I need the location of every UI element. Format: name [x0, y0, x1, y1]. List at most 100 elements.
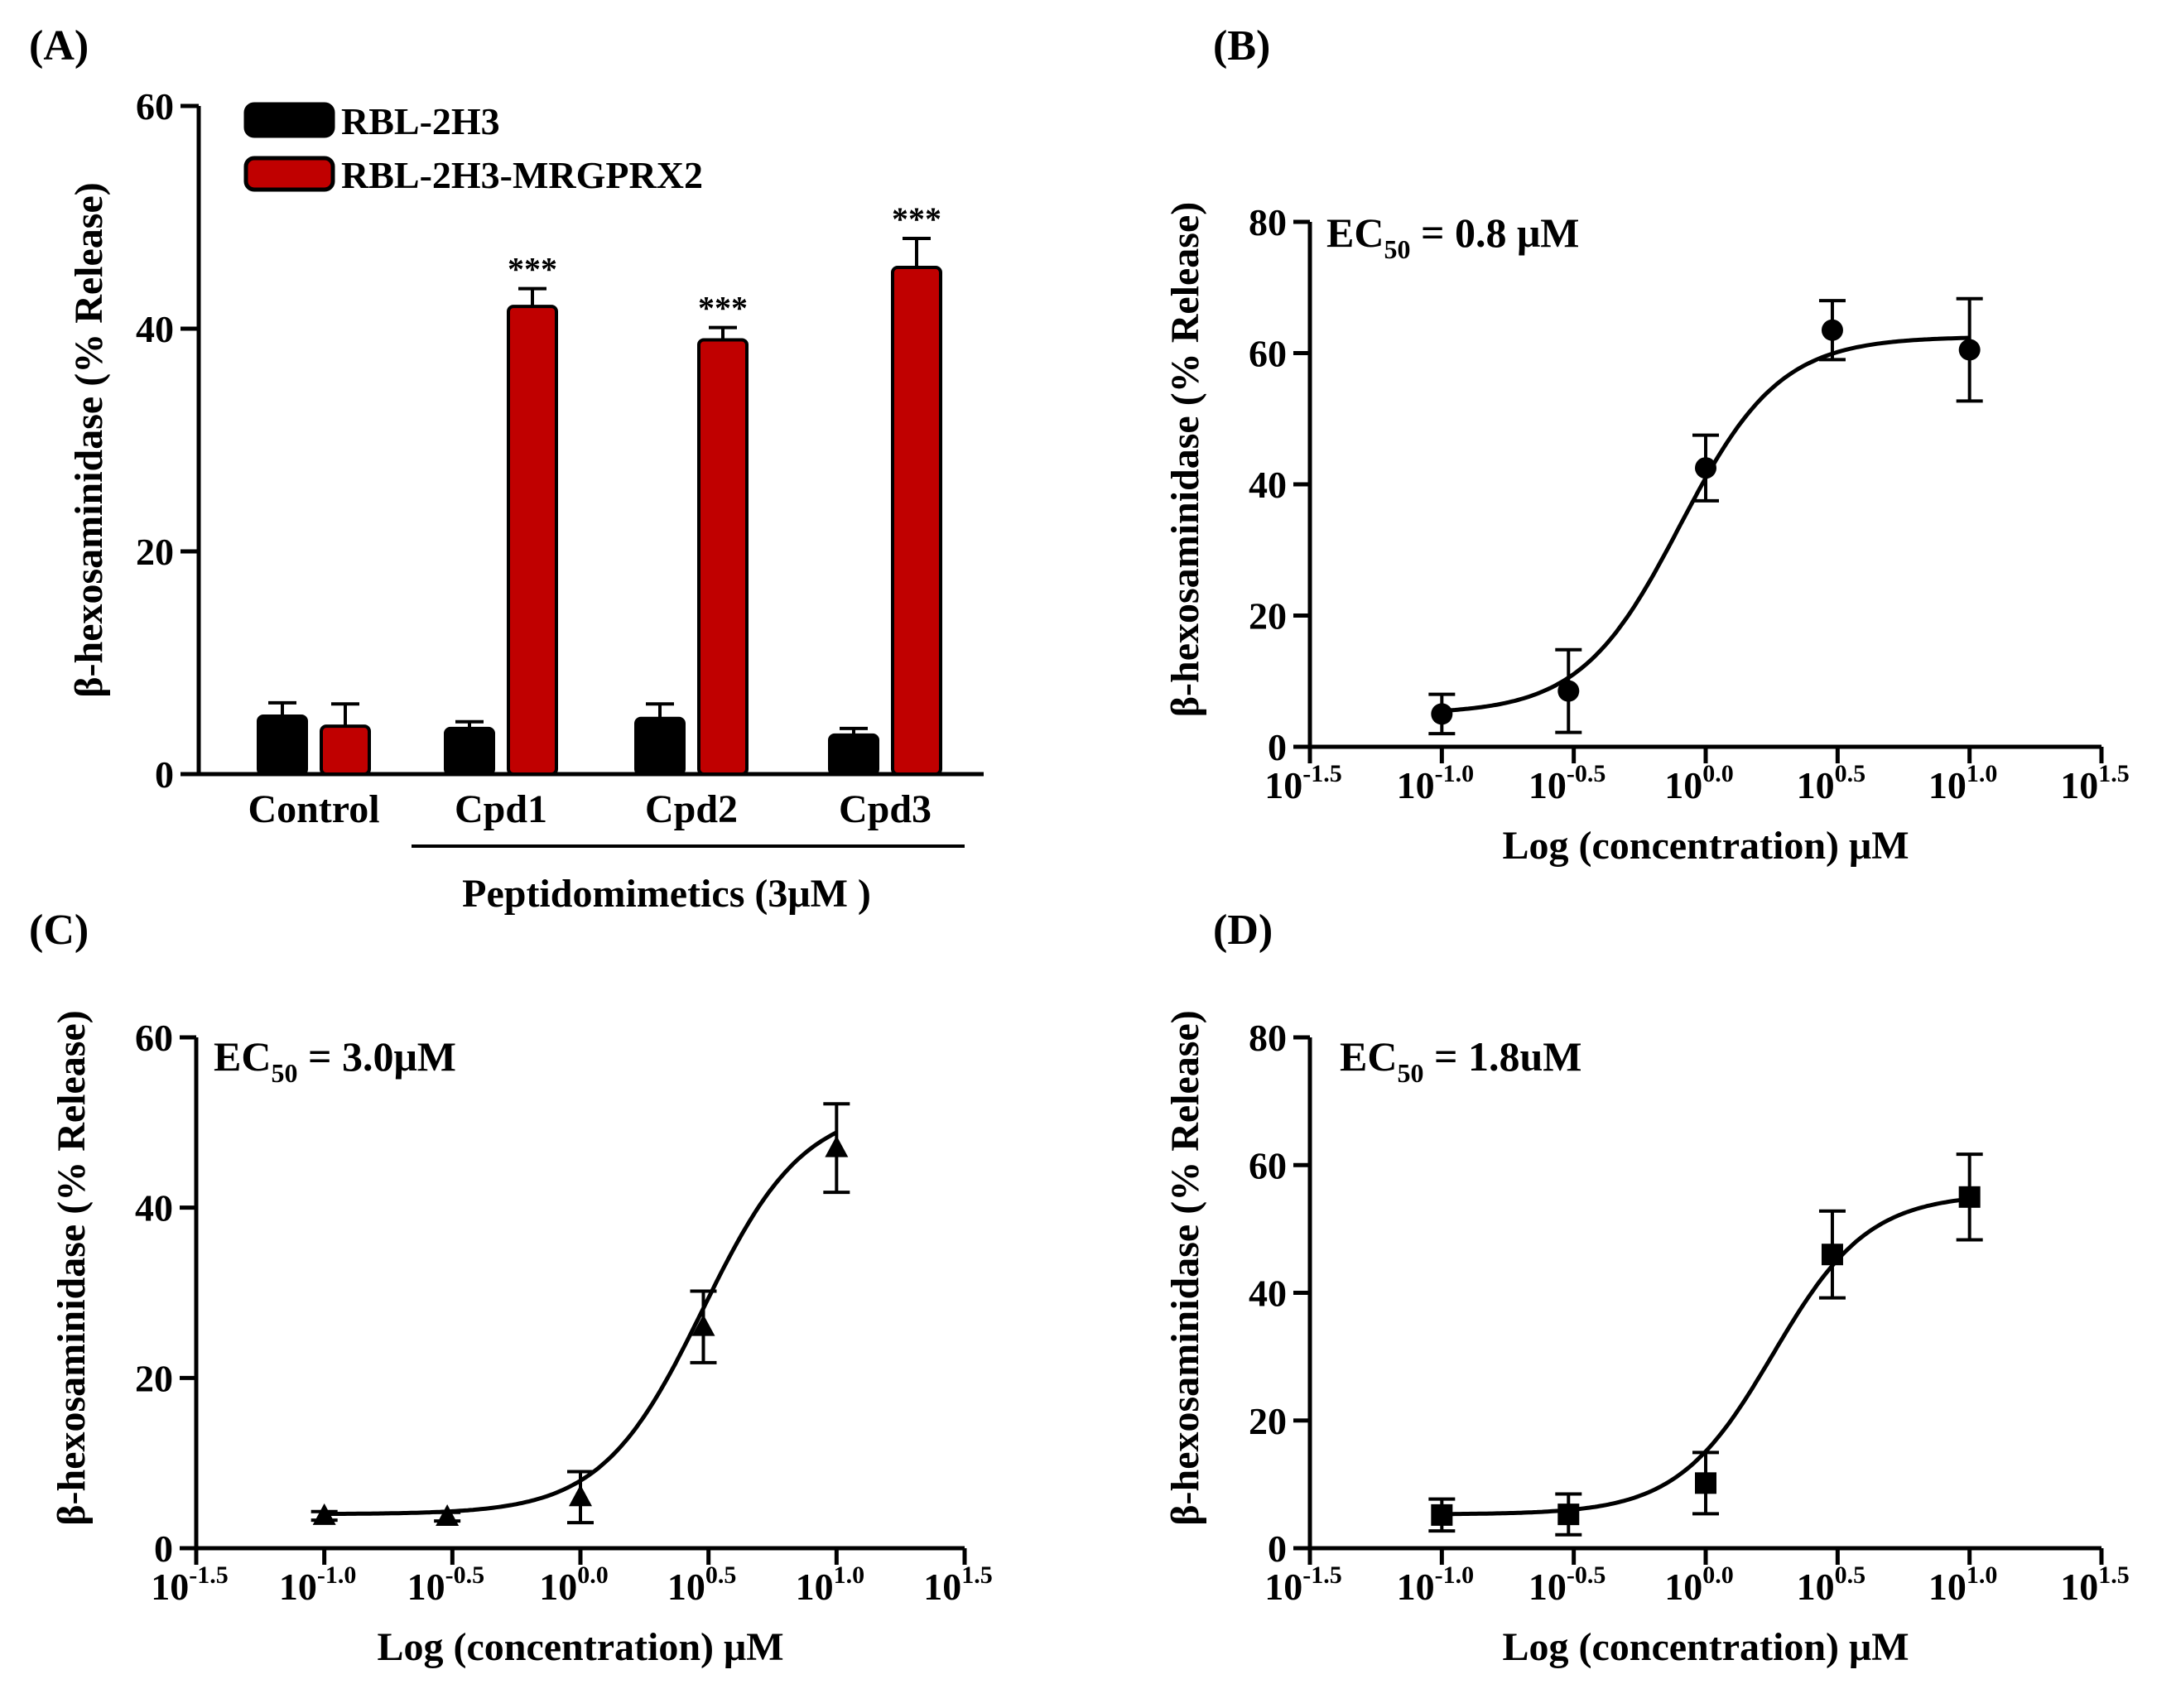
ec50-prefix: EC — [1340, 1033, 1397, 1080]
x-tick-label: 100.5 — [667, 1561, 737, 1608]
x-tick-exponent: -1.5 — [189, 1561, 229, 1589]
x-tick-base: 10 — [2060, 764, 2098, 806]
legend-swatch — [243, 156, 335, 192]
x-axis-title: Peptidomimetics (3μM ) — [462, 872, 871, 916]
x-tick-base: 10 — [1797, 764, 1835, 806]
x-tick-exponent: 1.5 — [2098, 1561, 2130, 1589]
ec50-value: = 3.0μM — [297, 1033, 456, 1080]
x-tick-exponent: 1.0 — [1967, 1561, 1998, 1589]
bar — [891, 266, 942, 776]
bar — [634, 716, 686, 776]
x-tick-base: 10 — [407, 1566, 445, 1608]
data-point — [1557, 680, 1580, 702]
significance-stars: *** — [892, 200, 941, 238]
panel-label-c: (C) — [29, 907, 89, 954]
data-point — [1958, 339, 1981, 361]
x-tick-base: 10 — [1928, 1566, 1967, 1608]
x-tick-label: 101.5 — [923, 1561, 993, 1608]
y-tick-label: 80 — [1249, 1017, 1287, 1059]
ec50-label: EC50 = 1.8uM — [1340, 1033, 1581, 1088]
x-tick-label: 100.0 — [1664, 760, 1734, 806]
x-tick-label: 10-1.5 — [1264, 1561, 1342, 1608]
x-tick-base: 10 — [1797, 1566, 1835, 1608]
x-tick-label: 101.0 — [796, 1561, 864, 1608]
data-point — [1821, 319, 1843, 341]
y-tick-label: 20 — [135, 1357, 173, 1399]
ec50-value: = 0.8 μM — [1410, 209, 1579, 256]
data-point — [569, 1484, 592, 1507]
data-point — [1958, 1186, 1981, 1208]
x-tick-exponent: 0.5 — [1835, 760, 1866, 787]
x-tick-exponent: -1.5 — [1302, 760, 1342, 787]
x-tick-label: 101.0 — [1928, 760, 1998, 806]
ec50-value: = 1.8uM — [1423, 1033, 1581, 1080]
x-tick-base: 10 — [279, 1566, 317, 1608]
x-tick-exponent: -1.0 — [317, 1561, 357, 1589]
y-tick-label: 60 — [135, 1017, 173, 1059]
y-tick-label: 0 — [154, 1528, 173, 1570]
panel-label-b: (B) — [1213, 22, 1270, 70]
data-point — [691, 1314, 715, 1336]
x-tick-label: 101.0 — [1928, 1561, 1998, 1608]
significance-stars: *** — [508, 251, 557, 288]
x-tick-base: 10 — [667, 1566, 705, 1608]
x-tick-label: 100.5 — [1797, 1561, 1866, 1608]
x-tick-label: 10-1.5 — [151, 1561, 229, 1608]
x-tick-label: 10-1.0 — [279, 1561, 357, 1608]
data-point — [1431, 703, 1453, 725]
y-axis-title: β-hexosaminidase (% Release) — [1163, 1010, 1207, 1526]
x-tick-label: 100.0 — [1664, 1561, 1734, 1608]
y-axis-title: β-hexosaminidase (% Release) — [1163, 202, 1207, 718]
x-tick-base: 10 — [1264, 1566, 1302, 1608]
data-point — [1557, 1504, 1580, 1526]
fit-curve — [1442, 335, 1970, 714]
category-label: Cpd2 — [645, 787, 738, 831]
x-tick-base: 10 — [539, 1566, 577, 1608]
x-tick-exponent: 0.0 — [1702, 1561, 1734, 1589]
x-tick-label: 100.0 — [539, 1561, 609, 1608]
significance-stars: *** — [698, 290, 748, 327]
x-tick-label: 10-0.5 — [407, 1561, 485, 1608]
data-point — [436, 1504, 460, 1526]
x-tick-base: 10 — [1528, 1566, 1567, 1608]
y-tick-label: 80 — [1249, 201, 1287, 243]
x-tick-base: 10 — [923, 1566, 961, 1608]
ec50-label: EC50 = 3.0μM — [214, 1033, 456, 1088]
ec50-prefix: EC — [214, 1033, 271, 1080]
x-tick-exponent: -1.5 — [1302, 1561, 1342, 1589]
ec50-label: EC50 = 0.8 μM — [1326, 209, 1580, 264]
legend-swatch — [243, 102, 335, 138]
x-tick-base: 10 — [1397, 1566, 1435, 1608]
data-point — [1821, 1244, 1843, 1266]
x-tick-base: 10 — [796, 1566, 834, 1608]
bar — [507, 305, 558, 777]
y-tick-label: 40 — [1249, 1273, 1287, 1315]
x-tick-exponent: 0.5 — [1835, 1561, 1866, 1589]
x-tick-base: 10 — [2060, 1566, 2098, 1608]
x-tick-label: 10-1.0 — [1397, 1561, 1475, 1608]
y-tick-label: 0 — [1268, 1528, 1287, 1570]
x-tick-base: 10 — [1264, 764, 1302, 806]
x-tick-exponent: -0.5 — [445, 1561, 485, 1589]
x-tick-base: 10 — [1397, 764, 1435, 806]
y-tick-label: 20 — [1249, 595, 1287, 637]
category-label: Control — [248, 787, 379, 831]
ec50-subscript: 50 — [1384, 234, 1410, 264]
panel-label-a: (A) — [29, 22, 89, 70]
data-point — [825, 1135, 849, 1157]
y-tick-label: 60 — [1249, 1144, 1287, 1186]
x-axis-title: Log (concentration) μM — [1502, 1625, 1909, 1669]
y-axis-title: β-hexosaminidase (% Release) — [50, 1010, 94, 1526]
data-point — [1695, 457, 1716, 479]
x-tick-exponent: 1.5 — [2098, 760, 2130, 787]
x-tick-base: 10 — [1664, 764, 1702, 806]
x-tick-exponent: -0.5 — [1567, 760, 1606, 787]
panel-label-d: (D) — [1213, 907, 1273, 954]
fit-curve — [324, 1130, 838, 1517]
x-axis-title: Log (concentration) μM — [377, 1625, 783, 1669]
bar — [320, 724, 371, 776]
x-tick-label: 100.5 — [1797, 760, 1866, 806]
